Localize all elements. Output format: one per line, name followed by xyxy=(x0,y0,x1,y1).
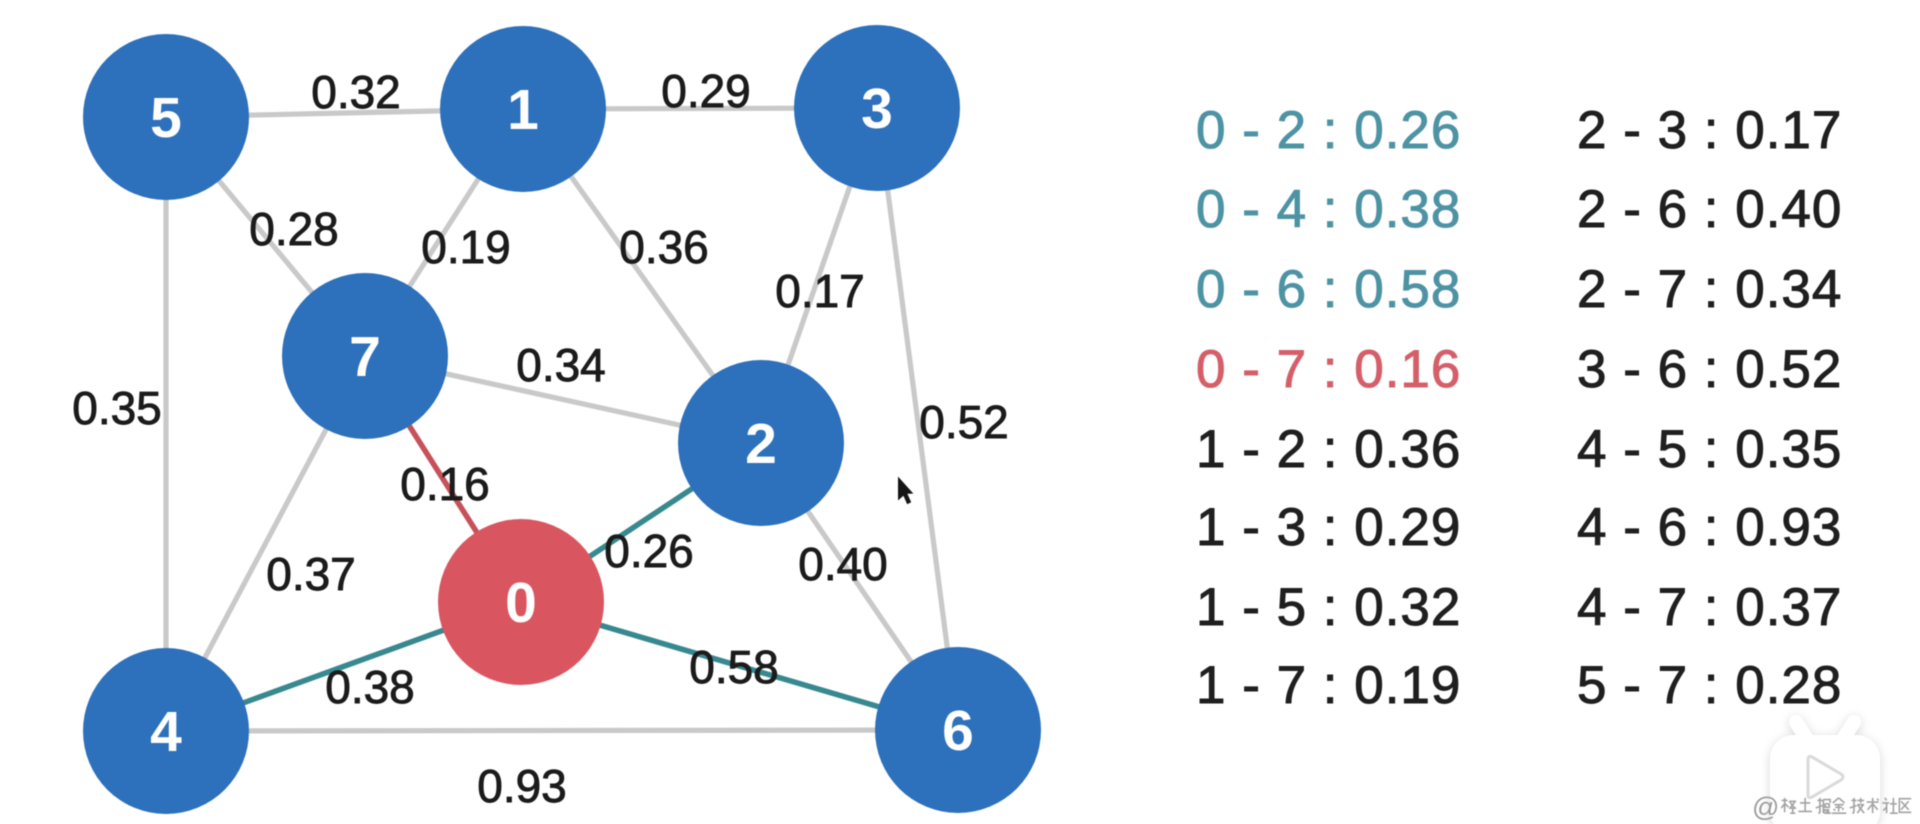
svg-text:5 - 7 : 0.28: 5 - 7 : 0.28 xyxy=(1577,656,1842,715)
svg-text:0.29: 0.29 xyxy=(661,65,751,117)
svg-text:0.26: 0.26 xyxy=(604,525,694,577)
svg-text:0.32: 0.32 xyxy=(311,66,401,118)
svg-text:0.17: 0.17 xyxy=(775,265,865,317)
svg-text:7: 7 xyxy=(349,325,381,389)
svg-text:@: @ xyxy=(1752,792,1779,822)
svg-text:0.16: 0.16 xyxy=(400,458,490,510)
svg-text:0 - 2 : 0.26: 0 - 2 : 0.26 xyxy=(1196,101,1461,160)
svg-text:2 - 3 : 0.17: 2 - 3 : 0.17 xyxy=(1577,101,1842,160)
svg-text:4 - 7 : 0.37: 4 - 7 : 0.37 xyxy=(1577,578,1842,637)
svg-text:4 - 6 : 0.93: 4 - 6 : 0.93 xyxy=(1577,498,1842,557)
svg-text:0.35: 0.35 xyxy=(72,382,162,434)
svg-text:0.52: 0.52 xyxy=(919,396,1009,448)
svg-text:0 - 6 : 0.58: 0 - 6 : 0.58 xyxy=(1196,260,1461,319)
svg-text:0.93: 0.93 xyxy=(477,760,567,812)
svg-text:0.19: 0.19 xyxy=(421,221,511,273)
svg-text:2 - 6 : 0.40: 2 - 6 : 0.40 xyxy=(1577,180,1842,239)
svg-text:1 - 2 : 0.36: 1 - 2 : 0.36 xyxy=(1196,420,1461,479)
svg-text:2: 2 xyxy=(745,412,777,476)
svg-text:4: 4 xyxy=(150,700,182,764)
svg-text:0.36: 0.36 xyxy=(619,221,709,273)
svg-text:5: 5 xyxy=(150,86,182,150)
svg-text:1 - 3 : 0.29: 1 - 3 : 0.29 xyxy=(1196,498,1461,557)
svg-text:0.58: 0.58 xyxy=(689,641,779,693)
svg-text:0.34: 0.34 xyxy=(516,339,606,391)
svg-text:0 - 4 : 0.38: 0 - 4 : 0.38 xyxy=(1196,180,1461,239)
svg-text:0.40: 0.40 xyxy=(798,538,888,590)
svg-text:3 - 6 : 0.52: 3 - 6 : 0.52 xyxy=(1577,340,1842,399)
svg-text:0 - 7 : 0.16: 0 - 7 : 0.16 xyxy=(1196,340,1461,399)
svg-text:4 - 5 : 0.35: 4 - 5 : 0.35 xyxy=(1577,420,1842,479)
svg-text:0.28: 0.28 xyxy=(249,203,339,255)
svg-text:6: 6 xyxy=(942,699,974,763)
svg-text:0.38: 0.38 xyxy=(325,661,415,713)
svg-text:2 - 7 : 0.34: 2 - 7 : 0.34 xyxy=(1577,260,1842,319)
svg-text:1 - 7 : 0.19: 1 - 7 : 0.19 xyxy=(1196,656,1461,715)
svg-text:1 - 5 : 0.32: 1 - 5 : 0.32 xyxy=(1196,578,1461,637)
svg-text:1: 1 xyxy=(507,78,539,142)
svg-text:3: 3 xyxy=(861,77,893,141)
svg-text:0.37: 0.37 xyxy=(266,548,356,600)
svg-text:0: 0 xyxy=(505,571,537,635)
